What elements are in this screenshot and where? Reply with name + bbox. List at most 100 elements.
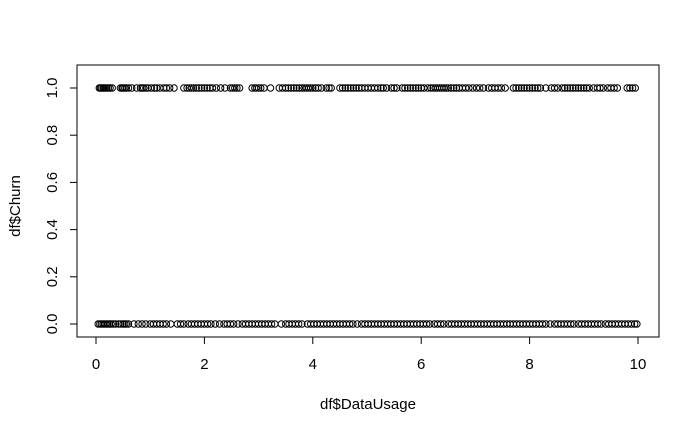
data-point	[626, 84, 634, 92]
data-point	[170, 84, 178, 92]
data-point	[338, 84, 347, 92]
data-point	[197, 84, 206, 92]
data-point	[234, 320, 242, 328]
data-point	[298, 320, 306, 328]
data-point	[536, 84, 545, 92]
data-point	[341, 84, 350, 92]
data-point	[406, 84, 415, 92]
data-point	[257, 84, 265, 92]
plot-frame	[76, 64, 660, 338]
data-point	[352, 84, 360, 92]
data-point	[200, 84, 209, 92]
data-point	[479, 84, 488, 92]
data-point	[106, 84, 114, 92]
data-point	[124, 320, 133, 328]
data-point	[295, 84, 303, 92]
data-point	[192, 84, 200, 92]
data-point	[447, 84, 455, 92]
data-point	[139, 84, 148, 92]
x-axis-title: df$DataUsage	[320, 396, 416, 413]
data-point	[627, 320, 636, 328]
data-point	[390, 84, 398, 92]
data-point	[189, 84, 198, 92]
data-point	[472, 84, 481, 92]
data-point	[124, 84, 133, 92]
data-point	[150, 84, 159, 92]
data-point	[628, 84, 637, 92]
data-point	[147, 84, 155, 92]
data-point	[142, 84, 150, 92]
data-point	[167, 320, 175, 328]
data-point	[610, 84, 618, 92]
data-point	[468, 84, 477, 92]
data-point	[336, 84, 344, 92]
data-point	[567, 320, 575, 328]
data-point	[142, 320, 150, 328]
data-point	[424, 84, 432, 92]
data-point	[426, 320, 434, 328]
data-point	[444, 84, 452, 92]
data-point	[309, 84, 317, 92]
data-point	[582, 84, 591, 92]
data-point	[345, 320, 354, 328]
data-point	[203, 84, 211, 92]
data-point	[465, 84, 473, 92]
data-point	[569, 84, 577, 92]
data-point	[515, 84, 523, 92]
data-point	[254, 84, 263, 92]
data-point	[107, 320, 115, 328]
data-point	[379, 84, 387, 92]
data-point	[349, 84, 358, 92]
x-tick-label: 8	[525, 356, 533, 373]
data-point	[221, 84, 229, 92]
data-point	[523, 84, 531, 92]
data-point	[229, 320, 238, 328]
data-point	[290, 84, 298, 92]
data-point	[117, 320, 125, 328]
data-point	[162, 84, 171, 92]
data-point	[501, 84, 509, 92]
data-point	[233, 84, 241, 92]
data-point	[176, 320, 185, 328]
data-points	[94, 84, 641, 328]
data-point	[534, 84, 542, 92]
data-point	[554, 84, 562, 92]
x-axis: 0 2 4 6 8 10	[92, 336, 647, 373]
data-point	[403, 84, 412, 92]
data-point	[442, 84, 450, 92]
data-point	[525, 84, 534, 92]
data-point	[571, 84, 580, 92]
data-point	[231, 84, 239, 92]
data-point	[207, 320, 215, 328]
data-point	[212, 84, 221, 92]
data-point	[277, 320, 286, 328]
data-point	[377, 84, 385, 92]
data-point	[558, 84, 566, 92]
data-point	[520, 84, 528, 92]
data-point	[566, 84, 574, 92]
data-point	[387, 84, 396, 92]
data-point	[393, 84, 401, 92]
data-point	[382, 84, 391, 92]
x-tick-label: 0	[92, 356, 100, 373]
data-point	[594, 320, 602, 328]
data-point	[414, 84, 423, 92]
data-point	[284, 84, 293, 92]
data-point	[561, 84, 569, 92]
x-tick-label: 10	[630, 356, 647, 373]
data-point	[531, 84, 539, 92]
data-point	[130, 320, 138, 328]
data-point	[412, 84, 420, 92]
data-point	[550, 84, 559, 92]
data-point	[314, 84, 322, 92]
data-point	[450, 84, 458, 92]
data-point	[122, 84, 131, 92]
data-point	[228, 84, 237, 92]
y-tick-label: 0.2	[44, 266, 61, 287]
data-point	[162, 320, 171, 328]
data-point	[317, 84, 326, 92]
data-point	[267, 320, 276, 328]
data-point	[512, 84, 520, 92]
data-point	[111, 320, 120, 328]
